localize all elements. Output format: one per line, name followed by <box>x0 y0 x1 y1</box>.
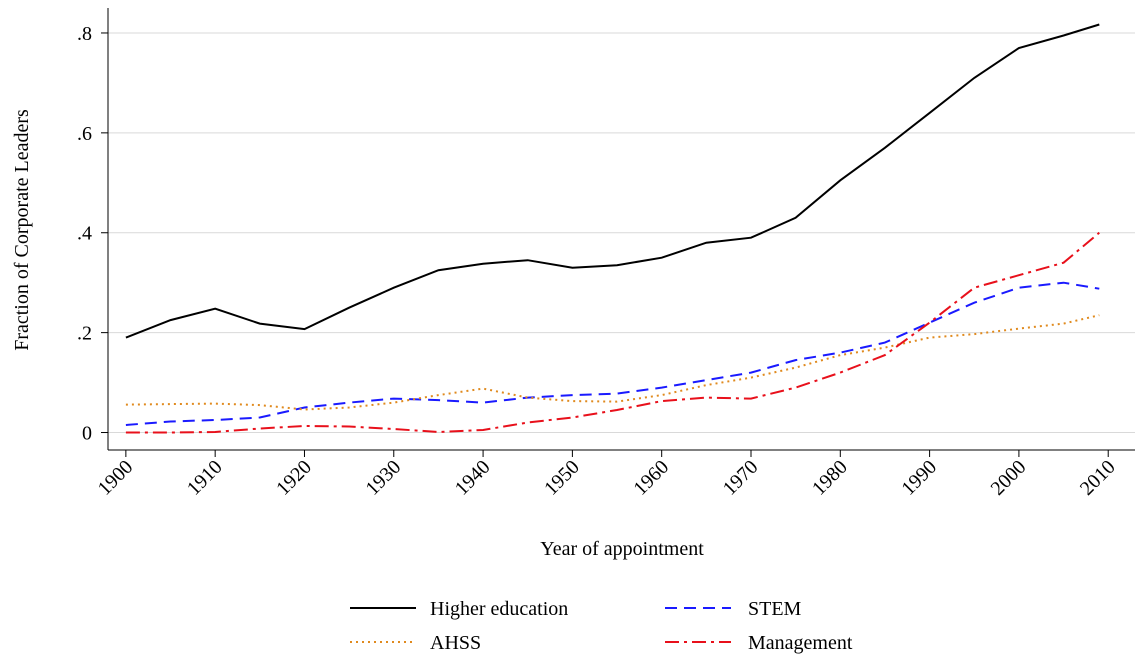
y-axis-title: Fraction of Corporate Leaders <box>11 109 33 351</box>
legend-label: STEM <box>748 598 802 620</box>
series-line <box>125 231 1100 434</box>
x-tick-label: 1980 <box>808 456 852 500</box>
x-tick-label: 1910 <box>183 456 227 500</box>
series-line <box>125 281 1100 426</box>
x-tick-label: 1970 <box>719 456 763 500</box>
legend-label: AHSS <box>430 632 481 654</box>
y-tick-label: .4 <box>77 223 92 245</box>
y-tick-label: .8 <box>77 23 92 45</box>
x-tick-label: 2010 <box>1076 456 1120 500</box>
series-line <box>125 314 1100 411</box>
legend-label: Higher education <box>430 598 568 620</box>
x-tick-label: 1990 <box>897 456 941 500</box>
x-axis-title: Year of appointment <box>540 538 704 560</box>
x-tick-label: 1940 <box>451 456 495 500</box>
x-tick-label: 1950 <box>540 456 584 500</box>
x-tick-label: 1900 <box>94 456 138 500</box>
y-tick-label: 0 <box>82 423 92 445</box>
y-tick-label: .6 <box>77 123 92 145</box>
legend-label: Management <box>748 632 853 654</box>
x-tick-label: 1930 <box>361 456 405 500</box>
x-tick-label: 1920 <box>272 456 316 500</box>
x-tick-label: 1960 <box>629 456 673 500</box>
series-line <box>125 23 1100 339</box>
y-tick-label: .2 <box>77 323 92 345</box>
x-tick-label: 2000 <box>987 456 1031 500</box>
